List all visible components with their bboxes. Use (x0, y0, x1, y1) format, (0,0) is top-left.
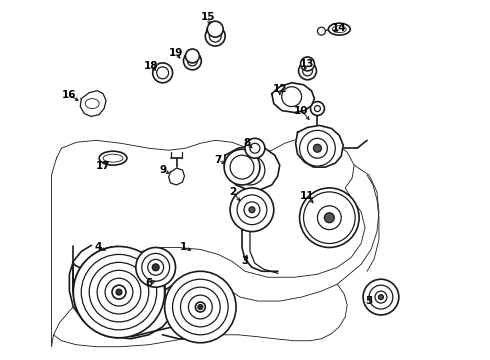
Circle shape (142, 253, 170, 281)
Circle shape (180, 287, 220, 327)
Circle shape (318, 27, 325, 35)
Circle shape (242, 162, 258, 178)
Circle shape (282, 87, 301, 107)
Circle shape (299, 130, 335, 166)
Polygon shape (224, 145, 280, 190)
Circle shape (363, 279, 399, 315)
Circle shape (303, 192, 355, 243)
Circle shape (235, 155, 265, 185)
Circle shape (165, 271, 236, 343)
Circle shape (81, 255, 157, 330)
Circle shape (148, 260, 164, 275)
Circle shape (318, 206, 341, 230)
Circle shape (244, 202, 260, 218)
Circle shape (369, 285, 393, 309)
Text: 8: 8 (244, 138, 250, 148)
Polygon shape (272, 83, 315, 113)
Circle shape (237, 195, 267, 225)
Circle shape (245, 138, 265, 158)
Ellipse shape (328, 23, 350, 35)
Text: 12: 12 (272, 84, 287, 94)
Text: 4: 4 (95, 243, 102, 252)
Text: 11: 11 (300, 191, 315, 201)
Text: 2: 2 (229, 187, 237, 197)
Circle shape (112, 285, 126, 299)
Text: 7: 7 (215, 155, 222, 165)
Ellipse shape (103, 154, 123, 162)
Circle shape (97, 270, 141, 314)
Circle shape (298, 62, 317, 80)
Circle shape (157, 67, 169, 79)
Circle shape (302, 66, 313, 76)
Text: 5: 5 (366, 296, 373, 306)
Circle shape (315, 105, 320, 112)
Polygon shape (169, 168, 184, 185)
Circle shape (188, 56, 197, 66)
Text: 13: 13 (300, 59, 315, 69)
Circle shape (172, 279, 228, 335)
Polygon shape (80, 91, 106, 117)
Circle shape (198, 305, 203, 310)
Text: 16: 16 (62, 90, 76, 100)
Polygon shape (51, 138, 365, 347)
Circle shape (375, 291, 387, 303)
Circle shape (250, 143, 260, 153)
Circle shape (209, 30, 221, 42)
Text: 1: 1 (180, 243, 187, 252)
Circle shape (74, 247, 165, 338)
Circle shape (136, 247, 175, 287)
Text: 14: 14 (332, 23, 346, 33)
Circle shape (311, 102, 324, 116)
Polygon shape (53, 284, 347, 347)
Circle shape (205, 26, 225, 46)
Polygon shape (295, 125, 343, 167)
Text: 19: 19 (169, 48, 183, 58)
Ellipse shape (99, 151, 127, 165)
Circle shape (224, 149, 260, 185)
Text: 15: 15 (201, 12, 216, 22)
Text: 10: 10 (294, 105, 309, 116)
Circle shape (230, 155, 254, 179)
Circle shape (183, 52, 201, 70)
Circle shape (378, 294, 383, 300)
Circle shape (116, 289, 122, 295)
Circle shape (196, 302, 205, 312)
Text: 9: 9 (159, 165, 166, 175)
Circle shape (230, 188, 274, 231)
Circle shape (153, 63, 172, 83)
Text: 6: 6 (145, 278, 152, 288)
Circle shape (247, 167, 253, 173)
Ellipse shape (85, 99, 99, 109)
Text: 18: 18 (144, 61, 158, 71)
Circle shape (308, 138, 327, 158)
Circle shape (89, 262, 149, 322)
Circle shape (324, 213, 334, 223)
Circle shape (314, 144, 321, 152)
Ellipse shape (332, 26, 346, 33)
Circle shape (105, 278, 133, 306)
Circle shape (249, 207, 255, 213)
Circle shape (207, 21, 223, 37)
Circle shape (189, 295, 212, 319)
Circle shape (299, 188, 359, 247)
Circle shape (152, 264, 159, 271)
Text: 3: 3 (242, 256, 248, 266)
Circle shape (185, 49, 199, 63)
Circle shape (300, 57, 315, 71)
Text: 17: 17 (96, 161, 110, 171)
